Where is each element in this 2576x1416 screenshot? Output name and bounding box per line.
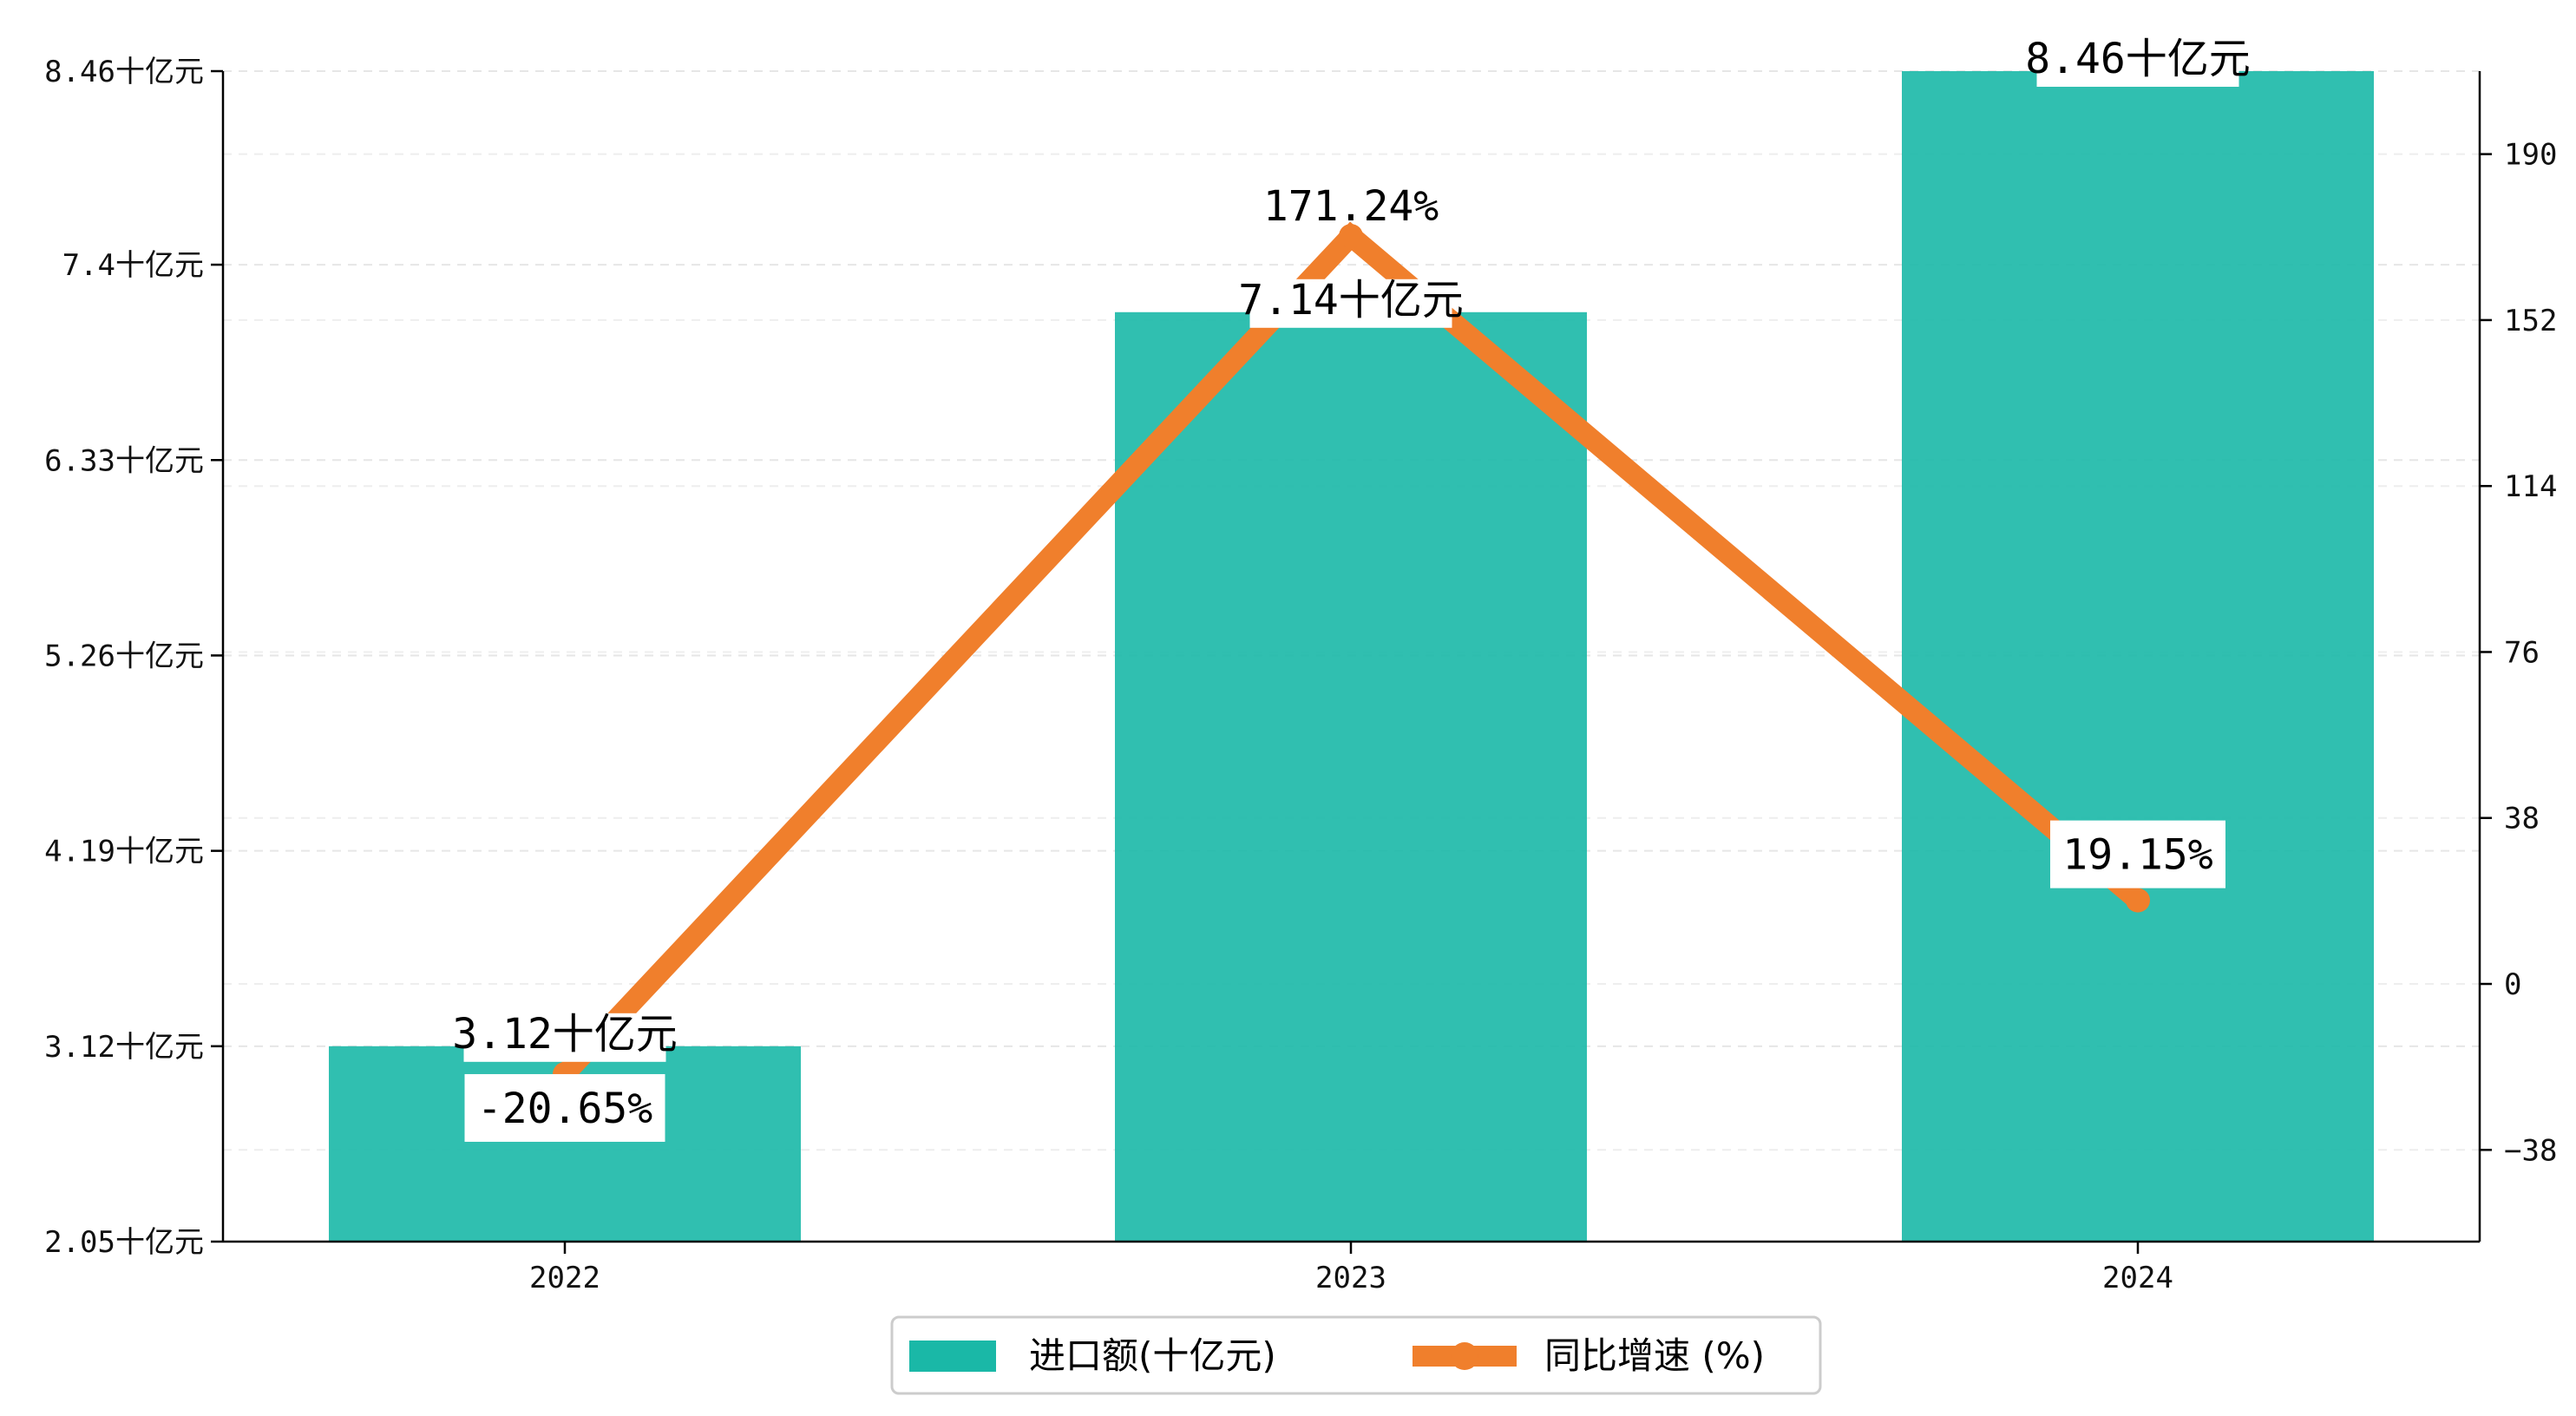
right-tick-label: 76 [2504, 635, 2540, 670]
right-axis-ticks: −38 0 38 76 114 152 190 [2480, 138, 2557, 1168]
line-label-box [2050, 820, 2225, 888]
right-tick-label: 0 [2504, 967, 2521, 1002]
legend-frame [890, 1315, 1822, 1395]
bar-label-2023: 7.14十亿元 [1238, 276, 1464, 324]
right-tick-label: −38 [2504, 1133, 2557, 1168]
left-tick-label: 4.19十亿元 [44, 835, 204, 869]
x-tick-label-2024: 2024 [2102, 1261, 2173, 1295]
right-tick-label: 152 [2504, 304, 2557, 338]
x-tick-label-2022: 2022 [529, 1261, 600, 1295]
x-tick-label-2023: 2023 [1315, 1261, 1386, 1295]
right-tick-label: 114 [2504, 469, 2557, 504]
growth-point-2024 [2126, 888, 2150, 913]
left-tick-label: 5.26十亿元 [44, 639, 204, 673]
bar-label-box [1249, 279, 1452, 328]
legend-label-bar: 进口额(十亿元) [1029, 1334, 1276, 1377]
x-axis-ticks: 2022 2023 2024 [529, 1242, 2173, 1295]
legend: 进口额(十亿元) 同比增速 (%) [890, 1315, 1822, 1395]
bar-2024 [1902, 71, 2374, 1242]
bar-label-box [2036, 38, 2239, 87]
line-label-2022: -20.65% [477, 1085, 652, 1133]
left-tick-label: 7.4十亿元 [62, 248, 204, 283]
left-tick-label: 2.05十亿元 [44, 1225, 204, 1260]
bar-series [329, 71, 2374, 1242]
legend-swatch-marker [1451, 1342, 1478, 1370]
bar-data-labels: 3.12十亿元 7.14十亿元 8.46十亿元 [452, 35, 2251, 1062]
right-tick-label: 190 [2504, 138, 2557, 173]
left-tick-label: 8.46十亿元 [44, 55, 204, 89]
growth-point-2023 [1339, 224, 1363, 249]
left-axis-ticks: 2.05十亿元 3.12十亿元 4.19十亿元 5.26十亿元 6.33十亿元 7.4十亿… [44, 55, 223, 1260]
left-tick-label: 3.12十亿元 [44, 1030, 204, 1065]
line-label-2024: 19.15% [2062, 831, 2212, 880]
line-label-2023: 171.24% [1263, 182, 1439, 231]
left-tick-label: 6.33十亿元 [44, 443, 204, 478]
right-tick-label: 38 [2504, 802, 2540, 836]
bar-label-2022: 3.12十亿元 [452, 1010, 678, 1059]
legend-swatch-bar [909, 1341, 996, 1372]
bar-2023 [1115, 311, 1587, 1242]
bar-label-box [463, 1013, 666, 1062]
line-data-labels: -20.65% 171.24% 19.15% [464, 182, 2225, 1142]
legend-label-line: 同比增速 (%) [1544, 1334, 1765, 1377]
bar-label-2024: 8.46十亿元 [2025, 35, 2251, 83]
line-label-box [464, 1073, 665, 1142]
